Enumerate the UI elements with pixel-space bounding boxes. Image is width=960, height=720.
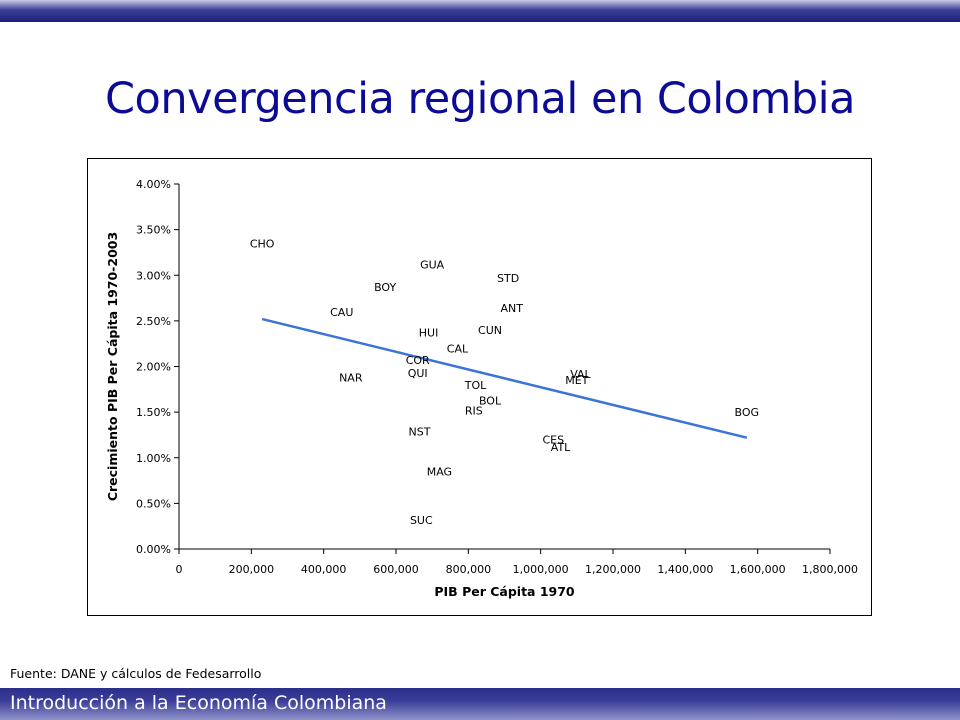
y-tick-label: 0.00% [136, 543, 171, 556]
data-point-nar: NAR [339, 371, 363, 384]
data-point-std: STD [497, 272, 519, 285]
y-tick-label: 3.50% [136, 224, 171, 237]
data-point-suc: SUC [410, 514, 433, 527]
data-point-bog: BOG [735, 406, 760, 419]
x-tick-label: 1,400,000 [657, 563, 713, 576]
data-point-gua: GUA [420, 258, 445, 271]
footer-course-title: Introducción a la Economía Colombiana [10, 692, 387, 714]
y-tick-label: 4.00% [136, 178, 171, 191]
source-note: Fuente: DANE y cálculos de Fedesarrollo [10, 666, 262, 681]
y-tick-label: 0.50% [136, 497, 171, 510]
x-tick-label: 400,000 [301, 563, 347, 576]
x-tick-label: 200,000 [229, 563, 274, 576]
y-tick-label: 3.00% [136, 269, 171, 282]
y-tick-label: 1.00% [136, 452, 171, 465]
x-tick-label: 800,000 [446, 563, 492, 576]
x-tick-label: 1,000,000 [513, 563, 569, 576]
data-point-nst: NST [409, 425, 431, 438]
data-point-bol: BOL [479, 394, 502, 407]
data-point-cau: CAU [330, 306, 353, 319]
x-axis-title: PIB Per Cápita 1970 [434, 584, 575, 599]
data-point-ces: CES [543, 434, 565, 447]
data-point-ris: RIS [465, 404, 483, 417]
data-point-qui: QUI [408, 367, 428, 380]
data-point-ant: ANT [500, 302, 523, 315]
data-point-cal: CAL [447, 342, 469, 355]
y-tick-label: 2.50% [136, 315, 171, 328]
scatter-chart: 0.00% 0.50% 1.00% 1.50% 2.00% 2.50% 3.00% 3.50%… [87, 158, 872, 616]
y-axis-title: Crecimiento PIB Per Cápita 1970-2003 [105, 232, 120, 501]
x-tick-label: 1,600,000 [730, 563, 786, 576]
x-tick-label: 1,800,000 [802, 563, 858, 576]
chart-canvas: 0.00% 0.50% 1.00% 1.50% 2.00% 2.50% 3.00% 3.50%… [105, 178, 858, 599]
y-tick-label: 2.00% [136, 361, 171, 374]
x-tick-label: 1,200,000 [585, 563, 641, 576]
slide-title: Convergencia regional en Colombia [105, 74, 855, 124]
data-point-boy: BOY [374, 281, 396, 294]
x-tick-label: 0 [176, 563, 183, 576]
data-point-cun: CUN [478, 324, 502, 337]
data-point-hui: HUI [419, 327, 439, 340]
x-tick-label: 600,000 [373, 563, 419, 576]
data-point-tol: TOL [464, 379, 487, 392]
data-point-cho: CHO [250, 237, 275, 250]
data-point-cor: COR [406, 354, 430, 367]
data-point-met: MET [565, 374, 588, 387]
data-point-atl: ATL [551, 441, 571, 454]
data-point-mag: MAG [427, 465, 452, 478]
trend-line [261, 317, 748, 439]
top-banner-bar [0, 0, 960, 22]
footer-bar: Introducción a la Economía Colombiana [0, 688, 960, 720]
data-point-val: VAL [570, 368, 591, 381]
y-tick-label: 1.50% [136, 406, 171, 419]
